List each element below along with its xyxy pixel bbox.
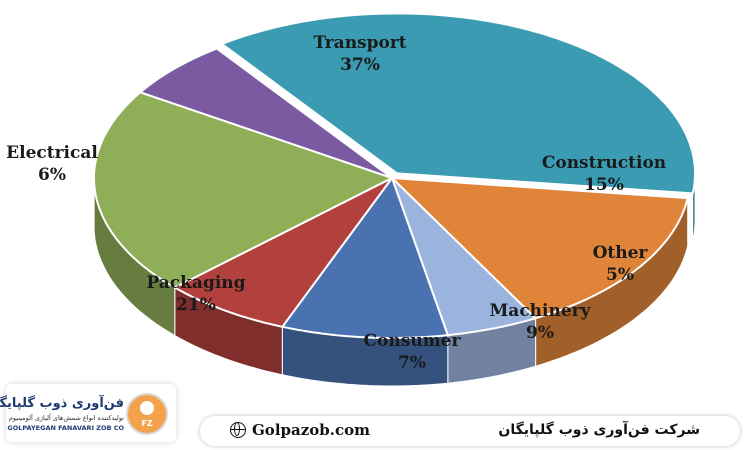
pie-slice-construction xyxy=(389,176,690,320)
footer: فن‌آوری ذوب گلپایگان تولیدکننده انواع شم… xyxy=(0,380,750,450)
slice-label-other: Other xyxy=(593,243,649,263)
pie-top-layer xyxy=(93,12,697,339)
slice-label-machinery: Machinery xyxy=(489,301,591,321)
slice-label-construction: Construction xyxy=(542,153,666,173)
pie-slice-packaging xyxy=(93,91,395,289)
logo-english-name: GOLPAYEGAN FANAVARI ZOB CO xyxy=(7,424,124,432)
slice-value-other: 5% xyxy=(606,265,634,285)
flame-icon xyxy=(140,401,154,415)
pie-slice-transport xyxy=(219,12,697,195)
website-link[interactable]: Golpazob.com xyxy=(230,421,370,439)
slice-value-electrical: 6% xyxy=(38,165,66,185)
slice-value-consumer: 7% xyxy=(398,353,426,373)
company-name: شرکت فن‌آوری ذوب گلپایگان xyxy=(498,422,700,438)
pie-slice-consumer xyxy=(172,177,393,328)
company-logo: فن‌آوری ذوب گلپایگان تولیدکننده انواع شم… xyxy=(0,384,176,442)
logo-name: فن‌آوری ذوب گلپایگان xyxy=(0,396,124,411)
pie-slice-other xyxy=(391,177,538,337)
logo-badge-icon: FZ xyxy=(126,393,168,435)
slice-value-transport: 37% xyxy=(340,55,380,75)
slice-label-electrical: Electrical xyxy=(6,143,98,163)
slice-label-transport: Transport xyxy=(313,33,406,53)
footer-info-bar: Golpazob.com شرکت فن‌آوری ذوب گلپایگان xyxy=(200,416,740,446)
website-text: Golpazob.com xyxy=(252,421,370,439)
slice-value-packaging: 21% xyxy=(176,295,216,315)
slice-value-construction: 15% xyxy=(584,175,624,195)
slice-value-machinery: 9% xyxy=(526,323,554,343)
pie-slice-machinery xyxy=(280,175,450,339)
slice-label-packaging: Packaging xyxy=(146,273,245,293)
logo-badge-text: FZ xyxy=(141,419,153,428)
globe-icon xyxy=(230,422,246,438)
slice-label-consumer: Consumer xyxy=(364,331,462,351)
pie-slice-electrical xyxy=(138,47,393,179)
logo-tagline: تولیدکننده انواع شمش‌های آلیاژی آلومینیو… xyxy=(8,414,124,422)
